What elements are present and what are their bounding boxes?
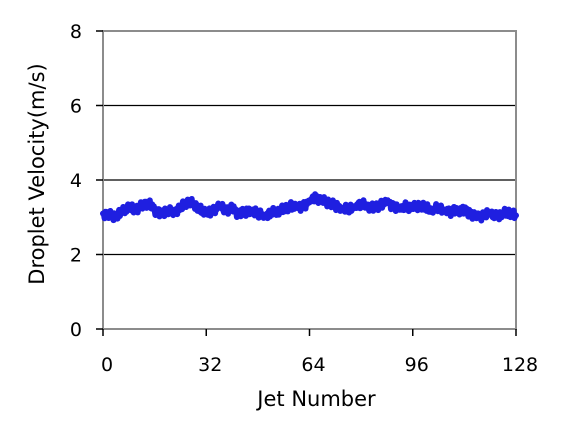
x-tick-label: 0 bbox=[101, 354, 113, 376]
y-axis-title: Droplet Velocity(m/s) bbox=[25, 63, 49, 284]
x-tick-labels: 0 32 64 96 128 bbox=[101, 354, 538, 376]
y-tick-label: 6 bbox=[70, 96, 82, 118]
grid-lines bbox=[103, 104, 516, 256]
y-tick-labels: 0 2 4 6 8 bbox=[70, 21, 82, 341]
y-tick-label: 8 bbox=[70, 21, 82, 43]
x-tick-label: 32 bbox=[198, 354, 222, 376]
x-axis-title: Jet Number bbox=[255, 387, 376, 411]
x-tick-label: 96 bbox=[405, 354, 429, 376]
x-tick-label: 64 bbox=[301, 354, 325, 376]
series-line bbox=[100, 191, 519, 224]
y-tick-label: 4 bbox=[70, 170, 82, 192]
y-tick-label: 2 bbox=[70, 245, 82, 267]
axis-ticks bbox=[96, 30, 517, 336]
y-tick-label: 0 bbox=[70, 319, 82, 341]
x-tick-label: 128 bbox=[502, 354, 538, 376]
